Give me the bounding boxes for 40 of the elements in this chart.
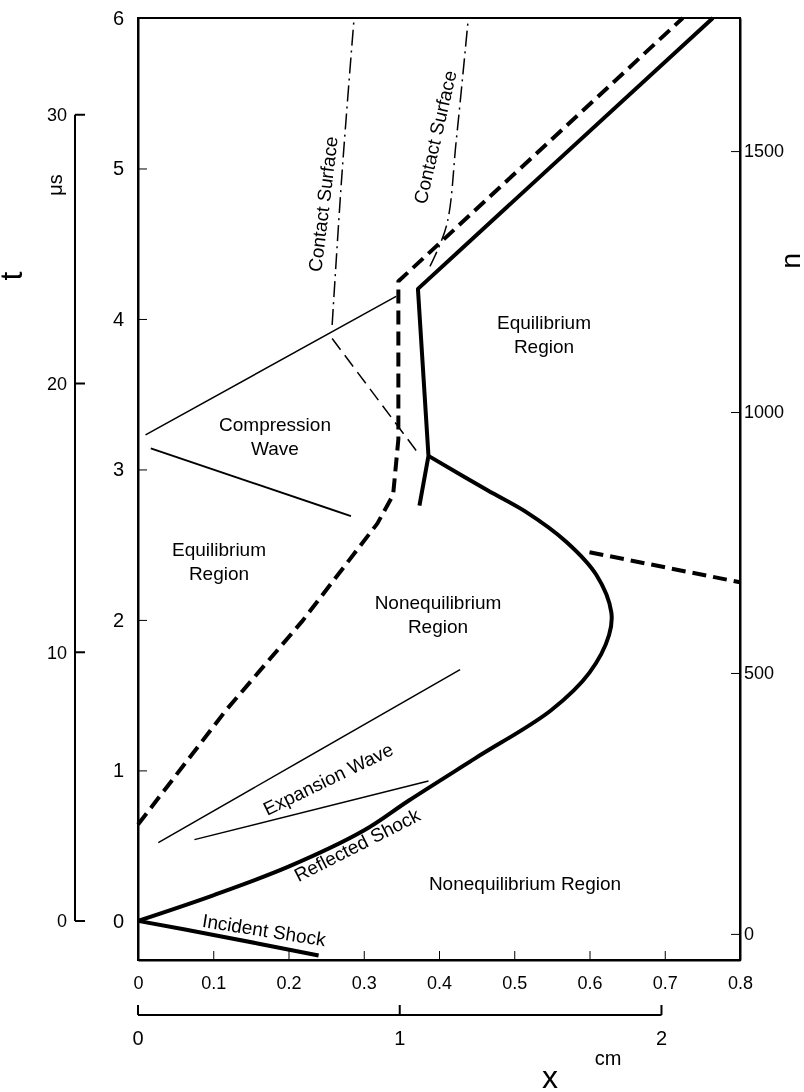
x-tick-label: 0.4	[426, 972, 453, 993]
annotation: Equilibrium Region	[172, 539, 266, 584]
x2-tick-label: 1	[394, 1027, 406, 1049]
y-tick-label: 1	[112, 759, 124, 782]
y2-tick-label: 1500	[744, 141, 785, 162]
x-tick-label: 0.6	[577, 972, 603, 993]
y3-axis-title: t	[0, 271, 29, 281]
annotation: Nonequilibrium Region	[374, 592, 502, 637]
x-tick-label: 0.7	[652, 972, 678, 993]
y3-tick-label: 0	[56, 911, 67, 932]
x2-tick-label: 0	[132, 1027, 144, 1049]
x2-axis-title: x	[542, 1059, 558, 1092]
y-tick-label: 6	[112, 6, 124, 29]
y-tick-label: 3	[112, 458, 124, 481]
text: cm	[594, 1047, 622, 1069]
annotation: Equilibrium Region	[497, 312, 591, 357]
x-tick-label: 0	[133, 972, 144, 993]
annotation: Nonequilibrium Region	[428, 872, 622, 894]
annotation: Incident Shock	[200, 910, 328, 951]
y2-tick-label: 1000	[744, 402, 785, 423]
annotation: Contact Surface	[409, 68, 461, 206]
y3-tick-label: 20	[46, 373, 67, 394]
y-tick-label: 4	[112, 307, 124, 330]
y-tick-label: 2	[112, 608, 124, 631]
annotation: Compression Wave	[219, 414, 331, 459]
text: μs	[44, 174, 66, 196]
y3-tick-label: 30	[46, 105, 67, 126]
annotation: Contact Surface	[304, 135, 342, 273]
x-tick-label: 0.1	[201, 972, 227, 993]
y2-tick-label: 0	[744, 924, 755, 945]
y2-tick-label: 500	[744, 663, 775, 684]
y-tick-label: 0	[112, 909, 124, 932]
x2-tick-label: 2	[655, 1027, 668, 1049]
x-tick-label: 0.8	[727, 972, 754, 993]
y-tick-label: 5	[112, 157, 124, 180]
y3-tick-label: 10	[46, 642, 67, 663]
y2-axis-title: u	[779, 252, 804, 269]
x-tick-label: 0.3	[351, 972, 377, 993]
x-tick-label: 0.5	[502, 972, 528, 993]
x-tick-label: 0.2	[276, 972, 302, 993]
